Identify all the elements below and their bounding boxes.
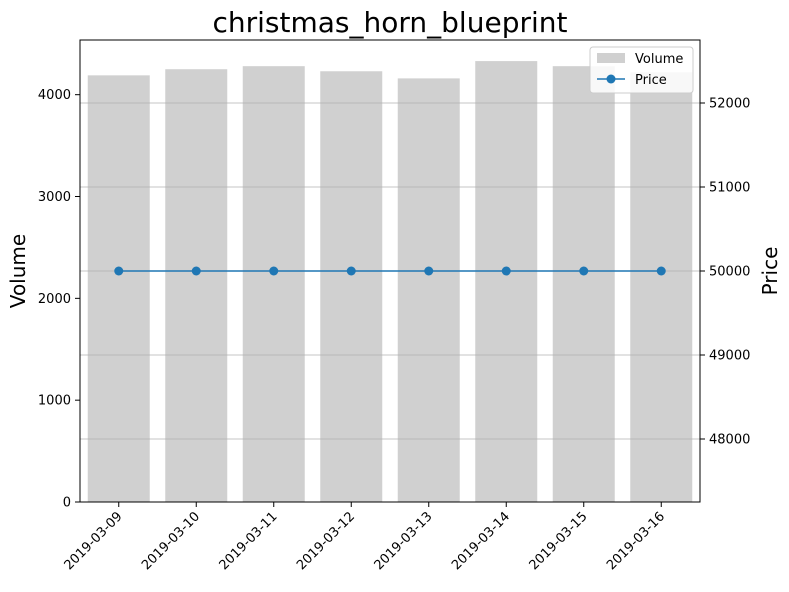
legend-volume-label: Volume — [635, 52, 683, 67]
y-right-axis-label: Price — [758, 247, 782, 296]
x-tick-label: 2019-03-14 — [449, 509, 513, 573]
x-tick-label: 2019-03-11 — [217, 509, 281, 573]
volume-bar — [242, 66, 305, 502]
y-right-tick-label: 49000 — [709, 349, 750, 364]
price-point — [579, 266, 589, 276]
volume-bar — [552, 66, 615, 502]
y-right-tick-label: 48000 — [709, 433, 750, 448]
x-tick-label: 2019-03-16 — [604, 509, 668, 573]
legend-price-label: Price — [635, 73, 667, 88]
x-tick-label: 2019-03-09 — [62, 509, 126, 573]
volume-bar — [87, 75, 150, 502]
y-right-tick-label: 52000 — [709, 97, 750, 112]
price-point — [269, 266, 279, 276]
volume-bars — [87, 61, 693, 503]
y-left-axis-label: Volume — [6, 234, 30, 308]
x-tick-label: 2019-03-12 — [294, 509, 358, 573]
y-left-tick-label: 3000 — [38, 190, 71, 205]
price-point — [424, 266, 434, 276]
price-line — [114, 266, 666, 276]
volume-bar — [165, 69, 228, 502]
y-left-tick-label: 0 — [63, 496, 71, 511]
price-point — [114, 266, 124, 276]
y-left-tick-label: 2000 — [38, 292, 71, 307]
volume-bar — [475, 61, 538, 503]
y-left-tick-label: 4000 — [38, 88, 71, 103]
price-point — [656, 266, 666, 276]
volume-bar — [320, 71, 383, 502]
legend: Volume Price — [589, 46, 694, 94]
y-left-tick-label: 1000 — [38, 394, 71, 409]
x-tick-label: 2019-03-13 — [372, 509, 436, 573]
volume-bar — [397, 78, 460, 503]
x-tick-label: 2019-03-10 — [139, 509, 203, 573]
price-point — [191, 266, 201, 276]
price-point — [501, 266, 511, 276]
volume-bar — [630, 72, 693, 503]
legend-price-marker — [606, 74, 616, 84]
x-tick-label: 2019-03-15 — [527, 509, 591, 573]
y-right-tick-label: 50000 — [709, 265, 750, 280]
y-right-tick-label: 51000 — [709, 181, 750, 196]
chart-title: christmas_horn_blueprint — [213, 6, 568, 39]
price-point — [346, 266, 356, 276]
legend-volume-swatch — [597, 53, 625, 63]
